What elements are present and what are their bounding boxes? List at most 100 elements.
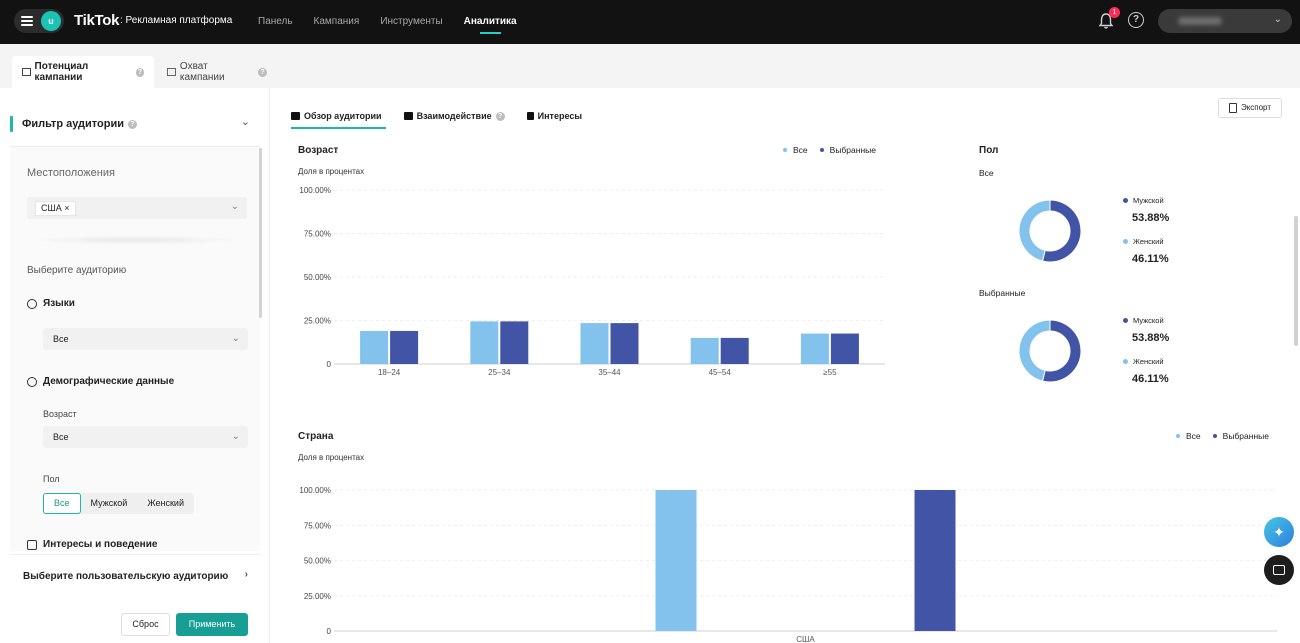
bar-selected[interactable] <box>610 323 639 364</box>
tab-campaign-potential[interactable]: Потенциал кампании ? <box>12 56 154 88</box>
divider-shadow <box>30 235 240 245</box>
x-tick-label: ≥55 <box>823 368 837 377</box>
languages-section: Языки <box>27 298 75 309</box>
gender-toggle: Все Мужской Женский <box>43 493 194 514</box>
page-scrollbar[interactable] <box>1294 216 1298 346</box>
legend-label: Все <box>1186 431 1201 441</box>
languages-select[interactable]: Все ⌄ <box>43 328 248 350</box>
analytics-main: Обзор аудитории Взаимодействие ? Интерес… <box>271 88 1300 643</box>
bar-selected[interactable] <box>830 333 859 364</box>
tab-engagement[interactable]: Взаимодействие ? <box>403 104 505 128</box>
donut-slice-female[interactable] <box>1018 319 1051 382</box>
bar-all[interactable] <box>580 323 609 364</box>
gender-male[interactable]: Мужской <box>90 498 128 508</box>
y-tick-label: 0 <box>327 360 332 369</box>
nav-campaign[interactable]: Кампания <box>313 16 360 27</box>
ai-assistant-button[interactable]: ✦ <box>1264 517 1294 547</box>
legend-item-all[interactable]: Все <box>1176 431 1201 441</box>
custom-audience-label: Выберите пользовательскую аудиторию <box>23 571 229 582</box>
chevron-down-icon: ⌄ <box>231 431 240 442</box>
reset-button[interactable]: Сброс <box>121 613 170 636</box>
location-chip[interactable]: США × <box>35 201 76 216</box>
bar-all[interactable] <box>470 321 499 364</box>
menu-button[interactable]: u <box>14 9 64 33</box>
tab-audience-overview[interactable]: Обзор аудитории <box>291 104 386 129</box>
x-tick-label: 35–44 <box>598 368 621 377</box>
tiktok-logo[interactable]: TikTok <box>74 12 120 29</box>
play-icon <box>27 539 37 550</box>
video-icon <box>403 112 413 120</box>
bar-selected[interactable] <box>914 490 956 631</box>
export-button[interactable]: Экспорт <box>1218 98 1282 118</box>
legend-item-selected[interactable]: Выбранные <box>819 145 876 155</box>
bar-selected[interactable] <box>390 330 419 364</box>
y-tick-label: 100.00% <box>299 186 331 195</box>
bar-all[interactable] <box>655 490 697 631</box>
legend-label: Все <box>793 145 808 155</box>
filter-header[interactable]: Фильтр аудитории ? ⌄ <box>10 110 260 138</box>
sparkle-icon: ✦ <box>1273 523 1285 540</box>
demographics-section: Демографические данные <box>27 376 174 387</box>
feedback-button[interactable] <box>1264 555 1294 585</box>
legend-item-selected[interactable]: Выбранные <box>1212 431 1269 441</box>
audience-filter-panel: Фильтр аудитории ? ⌄ Местоположения США … <box>0 88 270 643</box>
bar-all[interactable] <box>800 333 829 364</box>
gender-title: Пол <box>979 145 999 156</box>
bar-selected[interactable] <box>500 321 529 364</box>
audience-label: Выберите аудиторию <box>27 265 127 276</box>
chevron-right-icon: › <box>244 569 248 580</box>
legend-label: Мужской <box>1133 316 1164 325</box>
country-bar-chart: 0 25.00% 50.00% 75.00% 100.00% США <box>299 486 1277 643</box>
info-icon: ? <box>135 67 145 77</box>
languages-value: Все <box>53 334 69 344</box>
gender-group-selected: Выбранные <box>979 288 1026 298</box>
tab-label: Обзор аудитории <box>304 111 382 121</box>
interests-label: Интересы и поведение <box>43 539 158 550</box>
platform-name: : Рекламная платформа <box>120 15 233 26</box>
custom-audience-row[interactable]: Выберите пользовательскую аудиторию › <box>10 554 260 598</box>
bar-all[interactable] <box>360 330 389 364</box>
chevron-down-icon[interactable]: ⌄ <box>240 116 250 128</box>
interests-section[interactable]: Интересы и поведение <box>27 539 157 550</box>
y-tick-label: 100.00% <box>299 486 331 495</box>
gender-female[interactable]: Женский <box>147 498 184 508</box>
tab-interests[interactable]: Интересы <box>526 104 582 128</box>
filter-scroll-area: Местоположения США × ⌄ Выберите аудитори… <box>10 146 260 551</box>
location-select[interactable]: США × ⌄ <box>27 197 247 219</box>
y-tick-label: 25.00% <box>304 592 331 601</box>
bar-selected[interactable] <box>720 337 749 364</box>
y-tick-label: 75.00% <box>304 521 331 530</box>
age-chart-ylabel: Доля в процентах <box>298 167 365 176</box>
gender-all[interactable]: Все <box>43 493 81 514</box>
nav-tools[interactable]: Инструменты <box>380 16 443 27</box>
demographics-label: Демографические данные <box>43 376 175 387</box>
x-tick-label: 25–34 <box>488 368 511 377</box>
country-chart-title: Страна <box>298 431 334 442</box>
accent-marker <box>10 116 13 132</box>
y-tick-label: 75.00% <box>304 230 331 239</box>
male-percent: 53.88% <box>1132 212 1170 224</box>
age-label: Возраст <box>43 409 77 419</box>
help-icon[interactable]: ? <box>1128 12 1144 28</box>
nav-analytics[interactable]: Аналитика <box>464 0 517 44</box>
page-tabs: Потенциал кампании ? Охват кампании ? <box>0 44 1300 88</box>
info-icon: ? <box>258 67 267 77</box>
account-switcher[interactable]: ⌄ <box>1158 9 1292 33</box>
y-tick-label: 50.00% <box>304 557 331 566</box>
apply-button[interactable]: Применить <box>176 613 248 636</box>
hamburger-icon <box>21 16 33 26</box>
legend-item-all[interactable]: Все <box>783 145 808 155</box>
bar-all[interactable] <box>690 337 719 364</box>
donut-slice-female[interactable] <box>1018 199 1051 262</box>
content-area: Фильтр аудитории ? ⌄ Местоположения США … <box>0 88 1300 643</box>
age-select[interactable]: Все ⌄ <box>43 426 248 448</box>
nav-dashboard[interactable]: Панель <box>258 16 293 27</box>
analysis-tabs: Обзор аудитории Взаимодействие ? Интерес… <box>291 104 604 129</box>
sidebar-scrollbar[interactable] <box>259 148 262 318</box>
target-icon <box>27 376 37 387</box>
tab-campaign-reach[interactable]: Охват кампании ? <box>157 56 277 88</box>
info-icon: ? <box>495 111 505 121</box>
gender-group-all: Все <box>979 168 994 178</box>
folder-icon <box>291 112 300 120</box>
x-tick-label: 18–24 <box>378 368 401 377</box>
